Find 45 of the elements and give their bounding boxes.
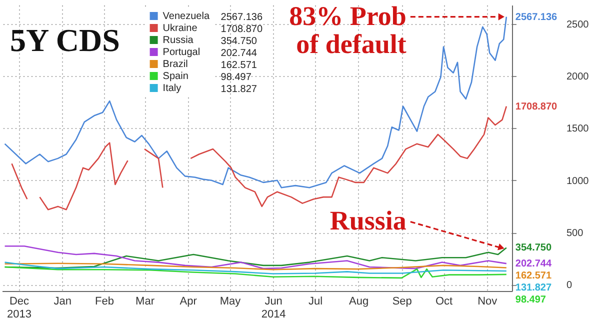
y-tick-label: 1500	[566, 124, 590, 135]
data-label: 162.571	[515, 270, 552, 282]
text: 202.744	[220, 48, 257, 59]
x-tick-label: Nov	[478, 296, 498, 308]
text: 131.827	[220, 84, 257, 95]
annotation: Russia	[330, 206, 407, 236]
data-label: 1708.870	[515, 101, 558, 112]
y-tick-label: 0	[566, 280, 572, 292]
legend-label: Russia	[162, 35, 194, 46]
data-label: 202.744	[515, 258, 552, 270]
x-tick-label: Dec 2013	[7, 296, 32, 320]
x-tick-label: Jun 2014	[261, 296, 286, 320]
text: 1708.870	[220, 24, 263, 35]
legend-label: Portugal	[162, 47, 200, 58]
x-tick-label: Aug	[349, 296, 369, 308]
legend-label: Ukraine	[162, 23, 198, 34]
data-label: 2567.136	[515, 12, 558, 23]
x-tick-label: Sep	[392, 296, 412, 308]
text: 2567.136	[220, 12, 263, 23]
y-tick-label: 2500	[566, 19, 590, 30]
legend-label: Spain	[162, 71, 188, 82]
x-tick-label: May	[220, 296, 242, 308]
x-tick-label: Jan	[54, 296, 72, 308]
x-tick-label: Feb	[95, 296, 114, 308]
line-series	[4, 262, 508, 270]
data-label: 354.750	[515, 242, 552, 254]
legend-label: Brazil	[162, 59, 188, 70]
x-tick-label: Jul	[308, 296, 323, 308]
annotation: 83% Prob of default	[289, 0, 406, 59]
x-tick-label: Oct	[435, 296, 453, 308]
y-tick-label: 2000	[566, 71, 590, 82]
legend-label: Italy	[162, 83, 182, 94]
line-series	[4, 262, 508, 274]
line-series	[4, 266, 508, 279]
data-label: 131.827	[515, 282, 552, 294]
x-tick-label: Apr	[180, 296, 198, 308]
text: 98.497	[220, 72, 252, 83]
legend-label: Venezuela	[162, 11, 210, 22]
text: 162.571	[220, 60, 257, 71]
y-tick-label: 500	[566, 228, 584, 240]
text: 354.750	[220, 36, 257, 47]
data-label: 98.497	[515, 294, 546, 306]
y-tick-label: 1000	[566, 176, 590, 187]
text: 5Y CDS	[10, 22, 120, 58]
x-tick-label: Mar	[136, 296, 155, 308]
